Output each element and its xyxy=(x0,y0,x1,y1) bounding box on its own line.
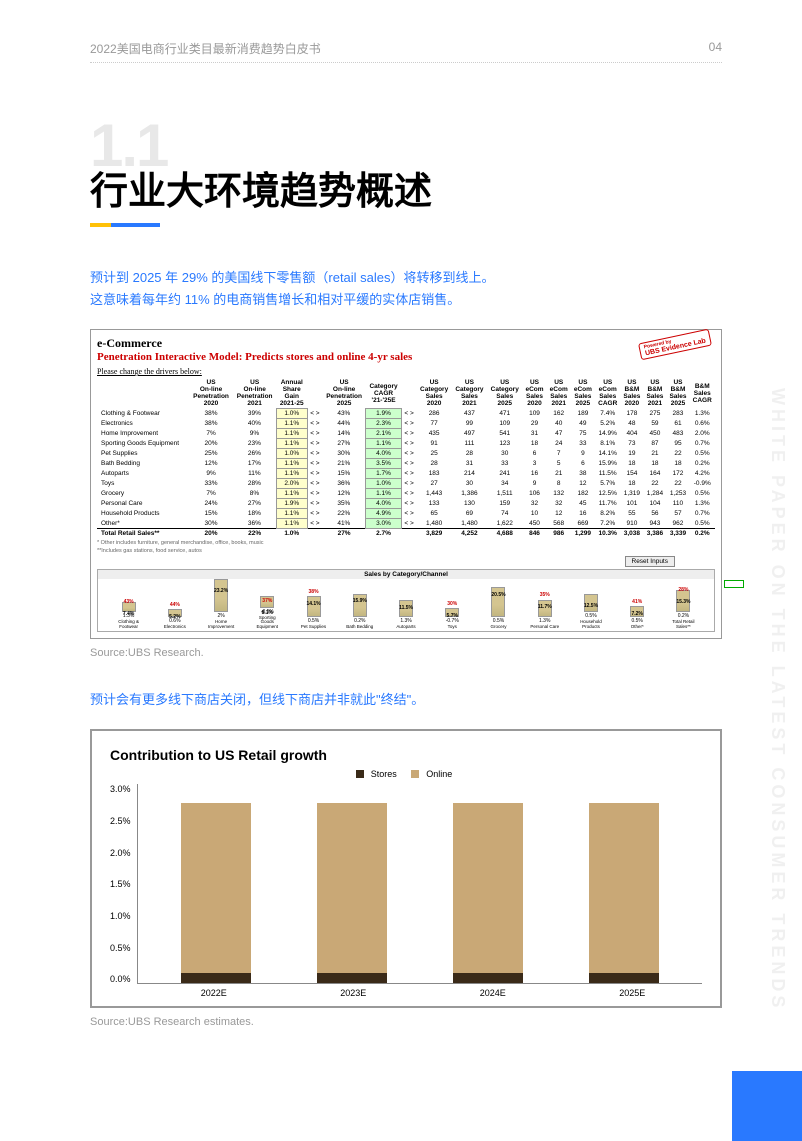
lead-paragraph-2: 预计会有更多线下商店关闭，但线下商店并非就此"终结"。 xyxy=(90,689,722,711)
lead-paragraph-1: 预计到 2025 年 29% 的美国线下零售额（retail sales）将转移… xyxy=(90,267,722,311)
chart1-footnote-2: **Includes gas stations, food service, a… xyxy=(97,548,715,554)
header-title: 2022美国电商行业类目最新消费趋势白皮书 xyxy=(90,40,321,57)
legend-stores-label: Stores xyxy=(371,769,397,779)
source-2: Source:UBS Research estimates. xyxy=(90,1016,722,1028)
chart2-yaxis: 3.0%2.5%2.0%1.5%1.0%0.5%0.0% xyxy=(110,784,137,984)
legend-online-swatch xyxy=(411,770,419,778)
chart1-footnote-1: * Other includes furniture, general merc… xyxy=(97,540,715,546)
penetration-table: USOn-linePenetration2020USOn-linePenetra… xyxy=(97,378,715,538)
header-divider xyxy=(90,62,722,63)
ecommerce-model-chart: Powered by UBS Evidence Lab e-Commerce P… xyxy=(90,329,722,639)
chart1-title: e-Commerce xyxy=(97,336,715,351)
corner-accent xyxy=(732,1071,802,1141)
legend-stores-swatch xyxy=(356,770,364,778)
chart1-subtitle: Penetration Interactive Model: Predicts … xyxy=(97,351,715,363)
chart2-xaxis: 2022E2023E2024E2025E xyxy=(110,988,702,998)
reset-inputs-button[interactable]: Reset Inputs xyxy=(625,556,676,567)
chart2-plot-area xyxy=(137,784,702,984)
chart2-title: Contribution to US Retail growth xyxy=(110,747,702,763)
green-indicator xyxy=(724,580,744,588)
mini-chart: Sales by Category/Channel 43%7.4%1.3%Clo… xyxy=(97,569,715,632)
mini-chart-title: Sales by Category/Channel xyxy=(98,570,714,579)
retail-growth-chart: Contribution to US Retail growth Stores … xyxy=(90,729,722,1008)
page-header: 2022美国电商行业类目最新消费趋势白皮书 04 xyxy=(90,40,722,57)
chart1-note: Please change the drivers below: xyxy=(97,367,715,376)
section-title: 行业大环境趋势概述 xyxy=(90,160,722,215)
lead-line-1a: 预计到 2025 年 29% 的美国线下零售额（retail sales）将转移… xyxy=(90,267,722,289)
page-number: 04 xyxy=(709,40,722,57)
title-underline xyxy=(90,223,160,227)
vertical-watermark: WHITE PAPER ON THE LATEST CONSUMER TREND… xyxy=(767,388,788,1011)
legend-online-label: Online xyxy=(426,769,452,779)
source-1: Source:UBS Research. xyxy=(90,647,722,659)
chart2-legend: Stores Online xyxy=(110,769,702,780)
lead-line-1b: 这意味着每年约 11% 的电商销售增长和相对平缓的实体店销售。 xyxy=(90,289,722,311)
